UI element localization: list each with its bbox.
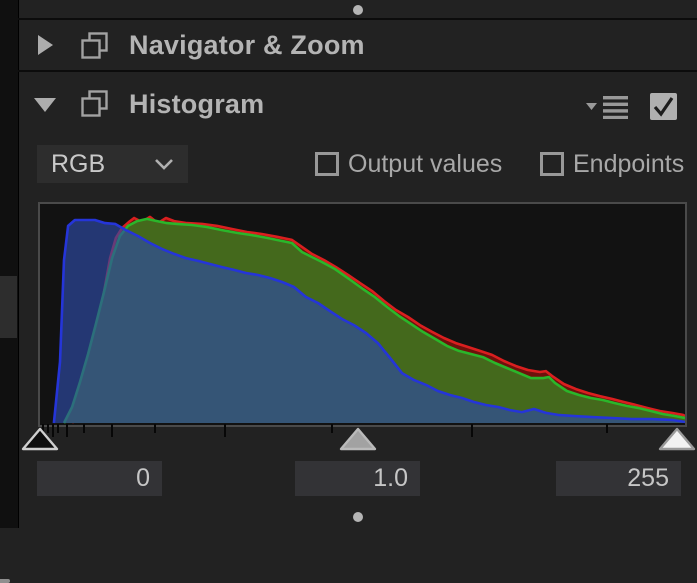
panel-menu-icon[interactable]: [586, 95, 630, 119]
green-channel-line: [62, 217, 686, 424]
white-point-handle[interactable]: [658, 427, 696, 451]
separator: [18, 70, 697, 72]
ruler-tick: [52, 424, 54, 437]
channel-select-value: RGB: [51, 149, 106, 178]
ruler-tick: [66, 424, 68, 437]
section-header-navigator[interactable]: Navigator & Zoom: [18, 20, 697, 70]
ruler-tick: [471, 424, 473, 437]
endpoints-label: Endpoints: [573, 150, 685, 178]
channel-select[interactable]: RGB: [37, 145, 188, 183]
panel-drag-handle-top[interactable]: [353, 5, 363, 15]
expand-arrow-icon[interactable]: [38, 35, 53, 55]
ruler-tick: [606, 424, 608, 433]
ruler-tick: [57, 424, 59, 433]
checkmark-icon: [653, 97, 674, 117]
left-edge-strip: [0, 0, 19, 583]
output-values-label: Output values: [348, 150, 503, 178]
ruler-tick: [47, 424, 49, 433]
black-point-handle[interactable]: [21, 427, 59, 451]
blue-channel-line: [52, 218, 686, 424]
tool-tab-handle-icon: [0, 579, 10, 583]
pin-panel-icon: [81, 90, 108, 117]
section-header-histogram[interactable]: Histogram: [18, 72, 697, 134]
panel-enabled-checkbox[interactable]: [650, 93, 677, 120]
histogram-plot-frame: [38, 202, 687, 427]
levels-slider[interactable]: [0, 426, 697, 453]
ruler-tick: [154, 424, 156, 433]
ruler-tick: [224, 424, 226, 437]
gamma-handle[interactable]: [339, 427, 377, 451]
panel-drag-handle-bottom[interactable]: [353, 512, 363, 522]
white-point-field[interactable]: 255: [556, 461, 681, 496]
section-title-navigator: Navigator & Zoom: [129, 30, 365, 60]
collapse-arrow-icon[interactable]: [34, 98, 56, 112]
output-values-checkbox[interactable]: [315, 152, 339, 176]
blue-channel-area: [53, 220, 685, 423]
black-point-field[interactable]: 0: [37, 461, 162, 496]
histogram-plot: [52, 215, 686, 424]
endpoints-checkbox[interactable]: [540, 152, 564, 176]
collapsed-tool-tab[interactable]: [0, 276, 17, 583]
section-title-histogram: Histogram: [129, 89, 265, 119]
ruler-tick: [111, 424, 113, 437]
ruler-tick: [83, 424, 85, 433]
pin-panel-icon: [81, 32, 108, 59]
gamma-field[interactable]: 1.0: [295, 461, 420, 496]
ruler-tick: [331, 424, 333, 433]
chevron-down-icon: [155, 159, 173, 170]
ruler-tick: [42, 424, 44, 437]
separator: [18, 18, 697, 20]
